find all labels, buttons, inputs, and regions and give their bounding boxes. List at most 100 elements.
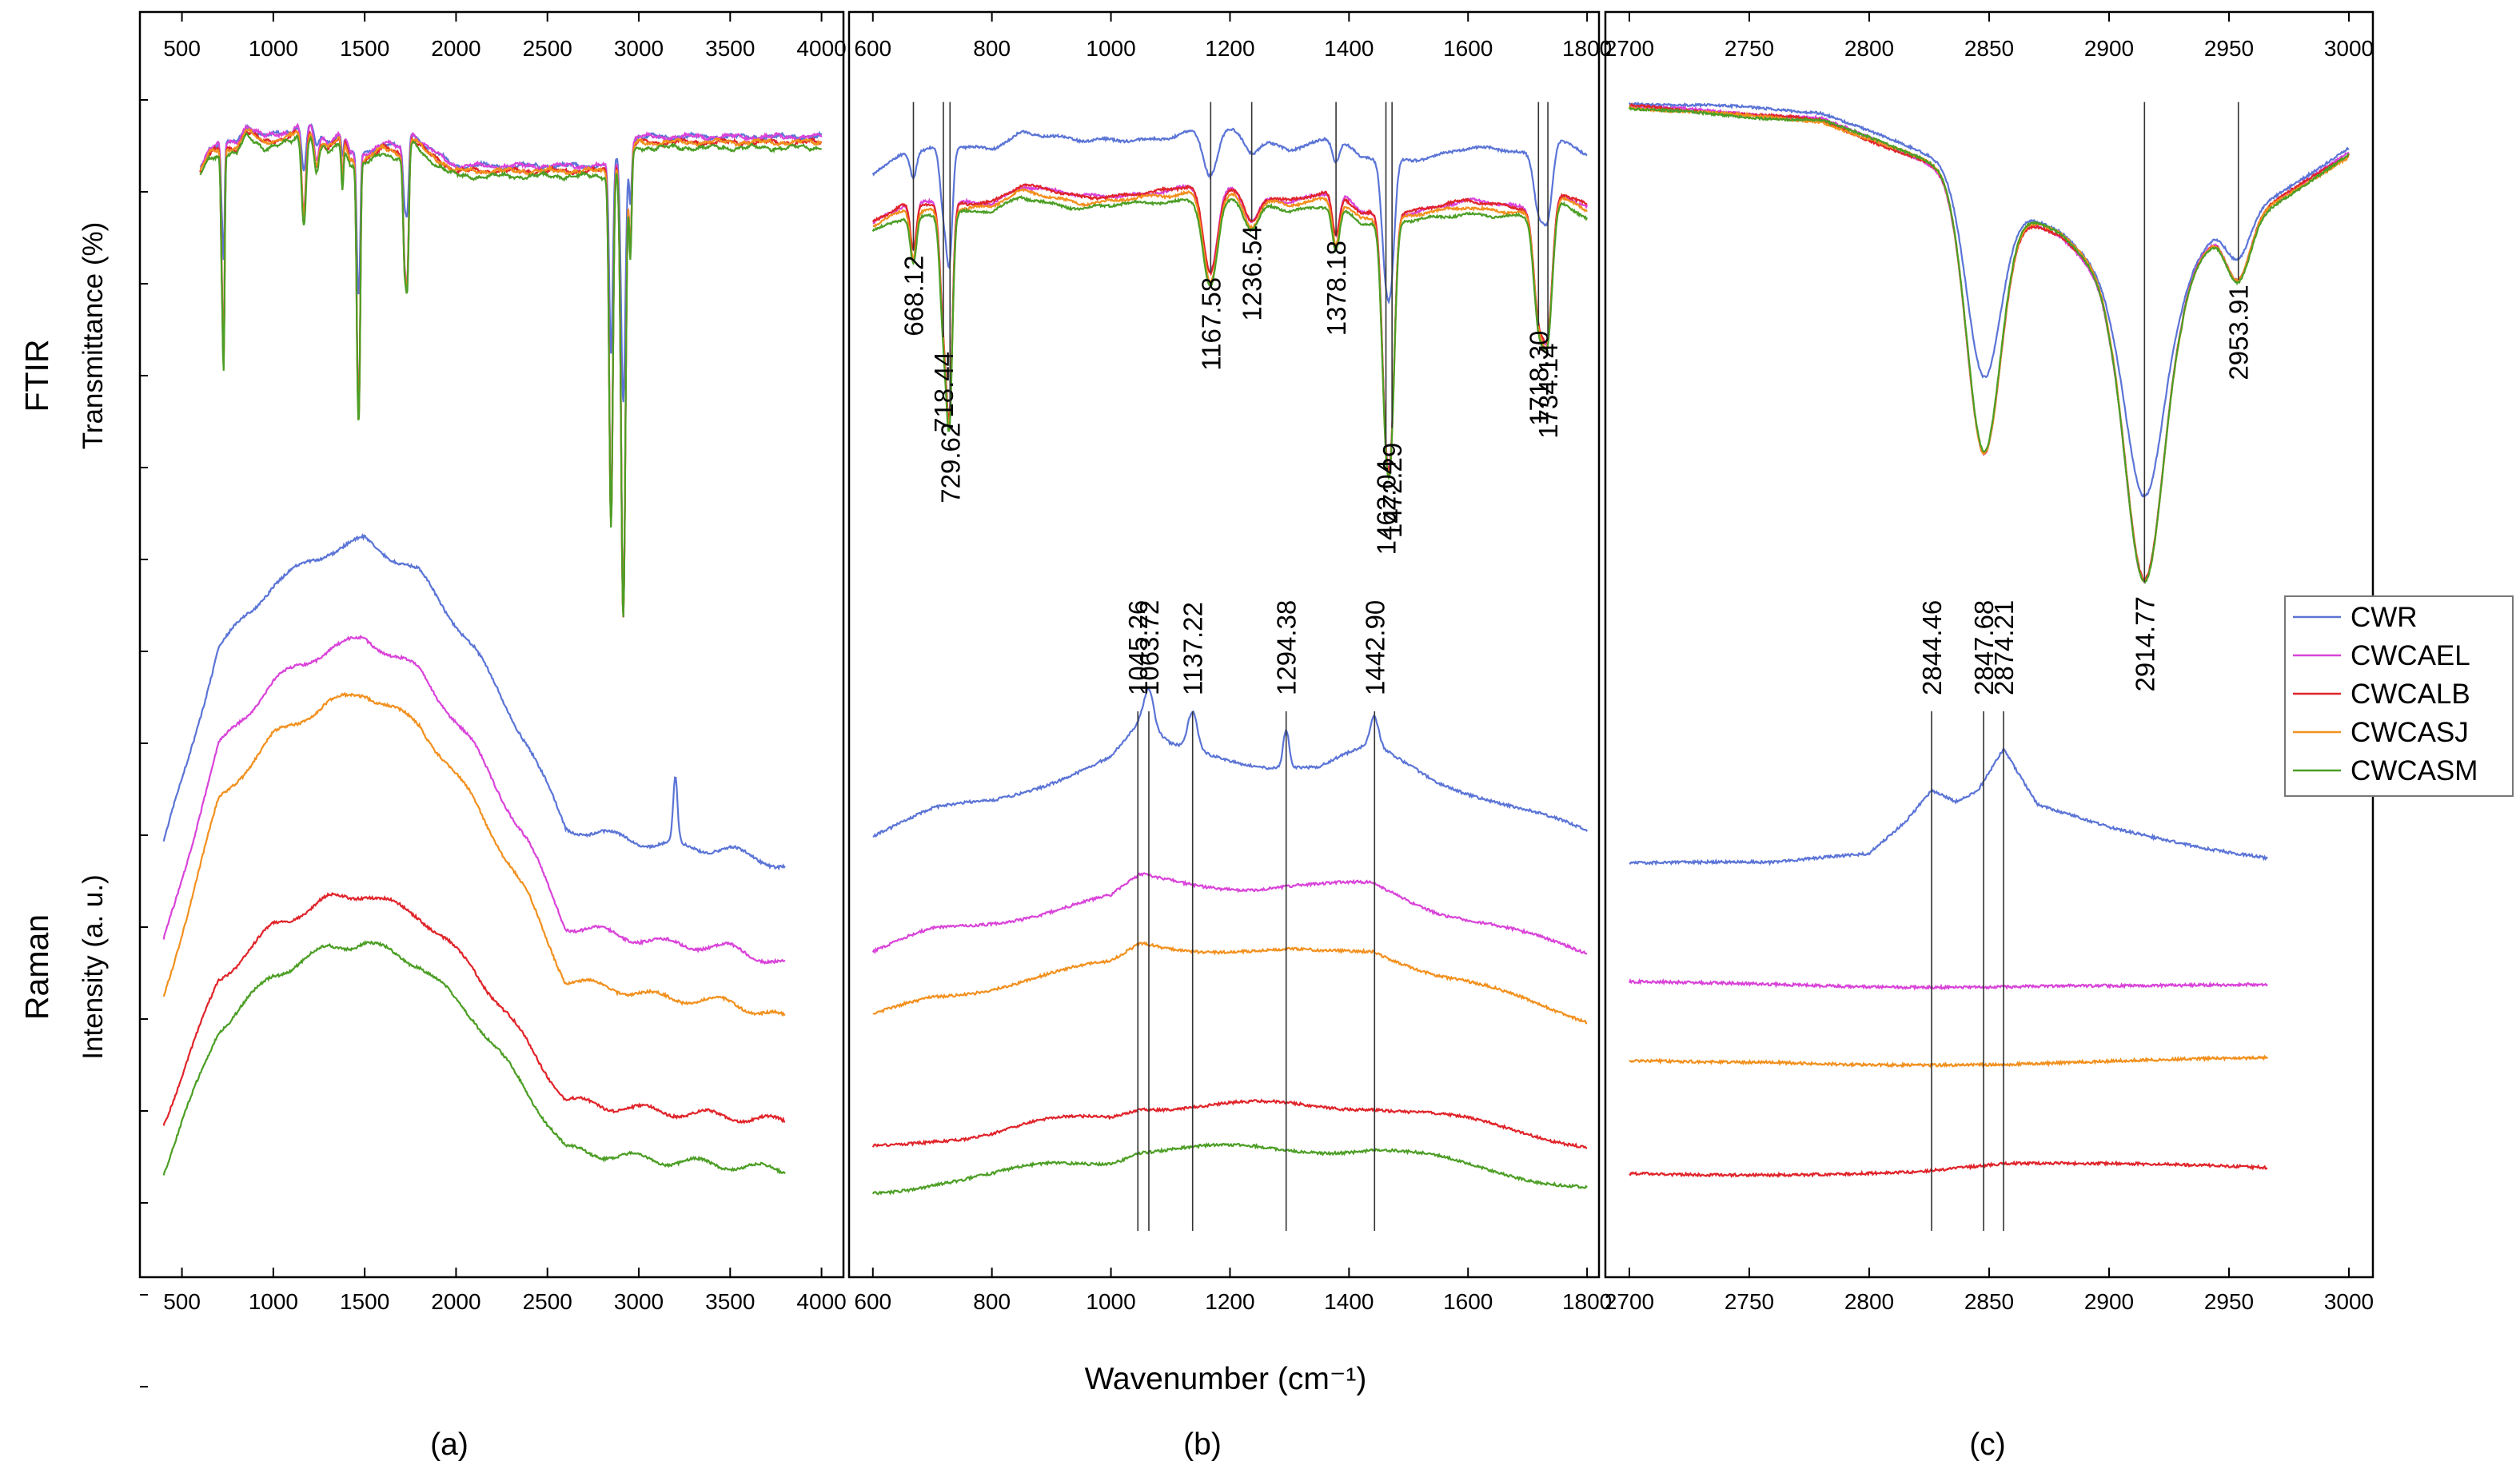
top-tick-label: 2500	[523, 36, 572, 61]
top-tick-label: 1800	[1562, 36, 1612, 61]
top-tick-label: 2900	[2084, 36, 2134, 61]
top-tick-label: 2850	[1964, 36, 2014, 61]
legend-label-cwcasj: CWCASJ	[2351, 717, 2469, 748]
bottom-tick-label: 2500	[523, 1289, 572, 1314]
legend-label-cwcasm: CWCASM	[2351, 755, 2478, 786]
panel-label-a: (a)	[430, 1427, 469, 1462]
bottom-tick-label: 1500	[340, 1289, 389, 1314]
top-tick-label: 1200	[1205, 36, 1254, 61]
raman-series-cwr	[162, 532, 786, 871]
legend-label-cwr: CWR	[2351, 602, 2418, 633]
raman-series-cwcasm	[162, 940, 786, 1176]
panel-a: 500 500 1000 1000 1500 1500 2000 2000 2500 2500 30…	[138, 10, 847, 1387]
panel-c: 2700 2700 2750 2750 2800 2800 2850 2850 2900 2900…	[1604, 10, 2374, 1314]
raman-series-cwcael	[162, 635, 786, 965]
raman-peak-label: 1294.38	[1272, 600, 1302, 695]
bottom-tick-label: 2950	[2204, 1289, 2254, 1314]
bottom-tick-label: 3000	[614, 1289, 664, 1314]
raman-peak-label: 2874.21	[1989, 600, 2019, 695]
ftir-peak-label: 2914.77	[2130, 596, 2159, 691]
raman-series-cwcalb	[871, 1098, 1588, 1149]
bottom-tick-label: 800	[973, 1289, 1011, 1314]
raman-peak-label: 1137.22	[1178, 602, 1208, 695]
top-tick-label: 3500	[705, 36, 755, 61]
bottom-tick-label: 500	[163, 1289, 201, 1314]
ftir-series-cwcasm	[871, 194, 1589, 480]
bottom-tick-label: 2900	[2084, 1289, 2134, 1314]
panel-label-c: (c)	[1969, 1427, 2005, 1462]
raman-series-cwcael	[871, 872, 1588, 955]
bottom-tick-label: 2800	[1844, 1289, 1894, 1314]
bottom-tick-label: 1600	[1443, 1289, 1493, 1314]
bottom-tick-label: 3500	[705, 1289, 755, 1314]
top-tick-label: 2750	[1725, 36, 1774, 61]
ftir-peak-label: 1734.14	[1533, 343, 1563, 438]
top-tick-label: 2000	[431, 36, 480, 61]
raman-series-cwcalb	[162, 892, 786, 1126]
raman-series-cwcasm	[871, 1142, 1588, 1196]
bottom-tick-label: 1800	[1562, 1289, 1612, 1314]
raman-series-cwcasj	[872, 941, 1588, 1025]
ftir-series-cwcasj	[199, 127, 822, 614]
top-tick-label: 1000	[249, 36, 298, 61]
legend: CWR CWCAEL CWCALB CWCASJ CWCASM	[2284, 595, 2514, 797]
top-tick-label: 600	[854, 36, 891, 61]
raman-series-cwr	[872, 687, 1589, 838]
bottom-tick-label: 2000	[431, 1289, 480, 1314]
bottom-tick-label: 1400	[1324, 1289, 1374, 1314]
row-label-ftir: FTIR	[18, 339, 55, 412]
ftir-peak-label: 1718.30	[1524, 331, 1553, 426]
ftir-series-cwcasj	[872, 187, 1588, 477]
top-tick-label: 500	[163, 36, 201, 61]
top-tick-label: 1500	[340, 36, 389, 61]
raman-peak-label: 1063.72	[1134, 600, 1164, 695]
top-tick-label: 1600	[1443, 36, 1493, 61]
top-tick-label: 4000	[796, 36, 846, 61]
ftir-series-cwr	[871, 127, 1588, 305]
ftir-peak-label: 1236.54	[1238, 225, 1267, 320]
raman-peak-label: 2844.46	[1917, 600, 1947, 695]
top-tick-label: 800	[973, 36, 1011, 61]
raman-peak-label: 1045.26	[1123, 600, 1153, 695]
ftir-series-cwcasm	[1629, 105, 2350, 584]
raman-peak-label: 2847.68	[1969, 600, 1999, 695]
bottom-tick-label: 600	[854, 1289, 891, 1314]
bottom-tick-label: 2850	[1964, 1289, 2014, 1314]
ftir-series-cwcalb	[871, 183, 1588, 474]
ftir-series-cwcasm	[199, 132, 823, 617]
panel-frame	[847, 10, 1601, 1279]
top-tick-label: 3000	[614, 36, 664, 61]
ftir-peak-label: 2953.91	[2224, 285, 2254, 380]
bottom-tick-label: 1200	[1205, 1289, 1254, 1314]
bottom-tick-label: 1000	[249, 1289, 298, 1314]
ftir-peak-label: 1378.18	[1322, 241, 1351, 336]
bottom-tick-label: 2750	[1725, 1289, 1774, 1314]
row-label-raman: Raman	[18, 914, 55, 1020]
raman-series-cwcasj	[1629, 1054, 2268, 1069]
panel-b: 600 600 800 800 1000 1000 1200 1200 1400 1400 1600…	[847, 10, 1612, 1314]
raman-series-cwr	[1629, 748, 2268, 866]
ftir-peak-label: 1167.58	[1196, 277, 1226, 371]
ftir-series-cwr	[1629, 102, 2350, 499]
y-label-raman: Intensity (a. u.)	[78, 874, 109, 1059]
ftir-peak-label: 668.12	[899, 256, 928, 336]
legend-label-cwcael: CWCAEL	[2351, 640, 2470, 671]
panel-label-b: (b)	[1183, 1427, 1222, 1462]
panels-layer: 500 500 1000 1000 1500 1500 2000 2000 2500 2500 30…	[138, 10, 2374, 1387]
top-tick-label: 2700	[1605, 36, 1654, 61]
bottom-tick-label: 3000	[2324, 1289, 2374, 1314]
bottom-tick-label: 2700	[1605, 1289, 1654, 1314]
ftir-peak-label: 1472.29	[1378, 443, 1407, 538]
x-axis-label: Wavenumber (cm⁻¹)	[1085, 1362, 1367, 1396]
ftir-peak-label: 729.62	[935, 423, 965, 504]
legend-label-cwcalb: CWCALB	[2351, 679, 2470, 710]
ftir-peak-label: 1462.04	[1372, 460, 1402, 555]
legend-frame	[2284, 595, 2514, 797]
top-tick-label: 1000	[1086, 36, 1135, 61]
top-tick-label: 1400	[1324, 36, 1374, 61]
raman-series-cwcasj	[162, 691, 786, 1017]
bottom-tick-label: 4000	[796, 1289, 846, 1314]
top-tick-label: 2800	[1844, 36, 1894, 61]
